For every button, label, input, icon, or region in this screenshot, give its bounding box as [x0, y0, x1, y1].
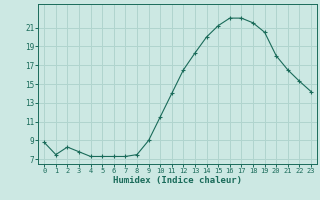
X-axis label: Humidex (Indice chaleur): Humidex (Indice chaleur): [113, 176, 242, 185]
